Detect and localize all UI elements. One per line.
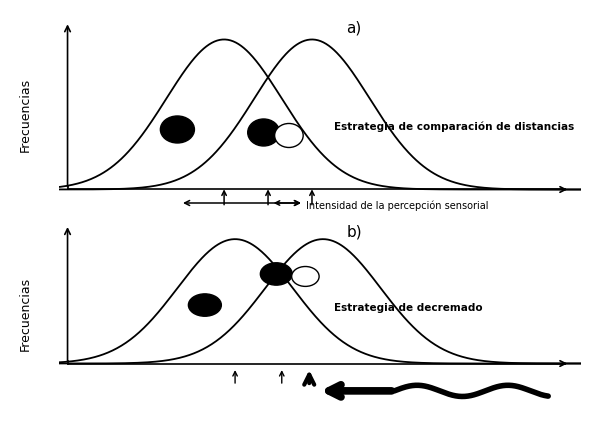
Text: Intensidad de la percepción sensorial: Intensidad de la percepción sensorial bbox=[307, 201, 489, 211]
Ellipse shape bbox=[160, 116, 195, 143]
Text: Estrategia de comparación de distancias: Estrategia de comparación de distancias bbox=[334, 121, 574, 132]
Text: Frecuencias: Frecuencias bbox=[19, 78, 32, 151]
Ellipse shape bbox=[275, 123, 303, 148]
Text: b): b) bbox=[346, 224, 362, 239]
Ellipse shape bbox=[248, 119, 279, 146]
Text: Estrategia de decremado: Estrategia de decremado bbox=[334, 303, 483, 312]
Ellipse shape bbox=[292, 267, 319, 286]
Ellipse shape bbox=[189, 294, 221, 316]
Text: Frecuencias: Frecuencias bbox=[19, 277, 32, 351]
Text: a): a) bbox=[346, 21, 362, 36]
Ellipse shape bbox=[260, 263, 292, 285]
